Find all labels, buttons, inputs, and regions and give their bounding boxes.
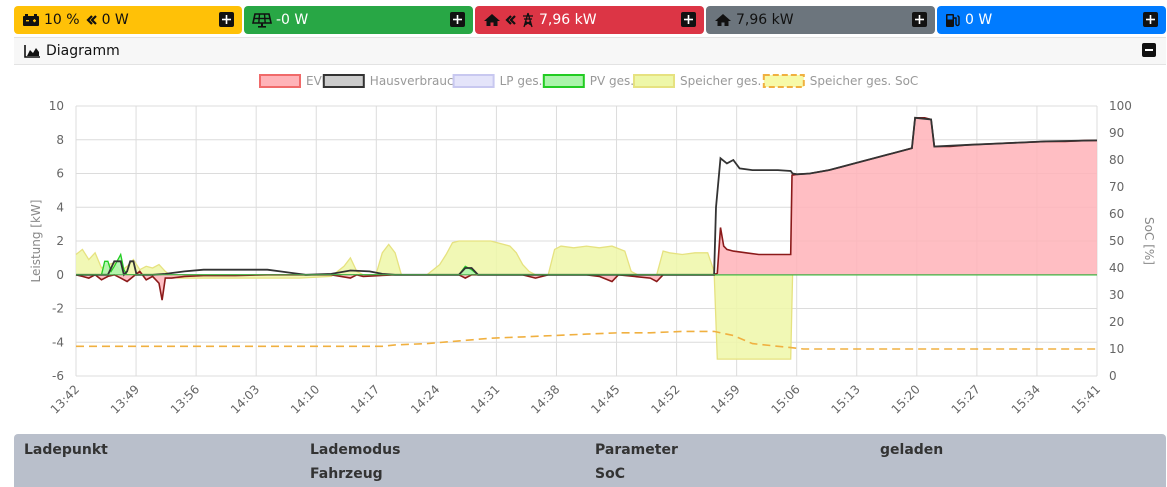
power-chart: 1086420-2-4-6100908070605040302010013:42… [29, 74, 1156, 417]
double-chevron-left-icon [86, 14, 98, 26]
battery-soc: 10 % [44, 12, 80, 28]
y-tick-left: 2 [56, 234, 64, 248]
area-chart-icon [24, 44, 40, 58]
x-tick-label: 15:27 [949, 382, 983, 416]
house-tile[interactable]: 7,96 kW [706, 6, 935, 34]
charge-point-power: 0 W [965, 12, 993, 28]
double-chevron-left-icon [505, 14, 517, 26]
y-tick-left: 0 [56, 268, 64, 282]
y-tick-left: -6 [52, 369, 64, 383]
expand-charge-point-icon[interactable] [1143, 12, 1158, 27]
legend-label: Speicher ges. [680, 74, 761, 88]
status-bar: 10 % 0 W -0 W 7,96 kW [14, 6, 1166, 34]
y-axis-title-right: SoC [%] [1142, 217, 1156, 265]
y-tick-right: 100 [1109, 99, 1132, 113]
solar-panel-icon [252, 12, 272, 28]
y-tick-right: 0 [1109, 369, 1117, 383]
x-tick-label: 15:13 [829, 382, 863, 416]
grid-tile[interactable]: 7,96 kW [475, 6, 704, 34]
y-tick-right: 20 [1109, 315, 1124, 329]
y-tick-left: -4 [52, 335, 64, 349]
x-tick-label: 13:42 [48, 382, 82, 416]
y-axis-title-left: Leistung [kW] [29, 200, 43, 283]
expand-battery-icon[interactable] [219, 12, 234, 27]
x-tick-label: 15:34 [1009, 382, 1043, 416]
series-line-speicher-ges [75, 240, 1097, 360]
x-tick-label: 14:17 [348, 382, 382, 416]
battery-car-icon [22, 13, 40, 27]
legend-swatch [762, 74, 805, 88]
home-icon [714, 13, 732, 27]
legend-swatch [322, 74, 365, 88]
charge-point-table-header: Ladepunkt Lademodus Fahrzeug Parameter S… [14, 434, 1166, 487]
x-tick-label: 15:20 [889, 382, 923, 416]
chart-card-title: Diagramm [46, 43, 120, 59]
y-tick-left: -2 [52, 302, 64, 316]
grid-power: 7,96 kW [539, 12, 597, 28]
charging-station-icon [945, 13, 961, 28]
charge-point-tile[interactable]: 0 W [937, 6, 1166, 34]
home-icon [483, 13, 501, 27]
expand-grid-icon[interactable] [681, 12, 696, 27]
pv-tile[interactable]: -0 W [244, 6, 473, 34]
col-geladen: geladen [880, 442, 944, 458]
y-tick-right: 30 [1109, 288, 1124, 302]
x-tick-label: 13:56 [168, 382, 202, 416]
y-tick-right: 10 [1109, 342, 1124, 356]
x-tick-label: 14:31 [468, 382, 502, 416]
expand-house-icon[interactable] [912, 12, 927, 27]
legend-swatch [452, 74, 495, 88]
x-tick-label: 14:03 [228, 382, 262, 416]
series-area-evu [76, 117, 1097, 301]
y-tick-left: 6 [56, 167, 64, 181]
y-tick-right: 60 [1109, 207, 1124, 221]
chart-card: Diagramm 10 8 6 4 2 0 -2 -4 -6 100 90 80 70 60 50 40 30 2… [14, 37, 1166, 431]
x-tick-label: 14:52 [648, 382, 682, 416]
y-tick-right: 40 [1109, 261, 1124, 275]
battery-tile[interactable]: 10 % 0 W [14, 6, 242, 34]
col-soc: SoC [595, 466, 625, 482]
x-tick-label: 14:10 [288, 382, 322, 416]
legend-label: Hausverbrauch [370, 74, 461, 88]
y-tick-right: 90 [1109, 126, 1124, 140]
y-tick-right: 50 [1109, 234, 1124, 248]
y-tick-left: 8 [56, 133, 64, 147]
collapse-chart-icon[interactable] [1142, 43, 1156, 57]
col-lademodus: Lademodus [310, 442, 401, 458]
y-tick-left: 4 [56, 200, 64, 214]
col-fahrzeug: Fahrzeug [310, 466, 383, 482]
legend-label: Speicher ges. SoC [810, 74, 919, 88]
house-power: 7,96 kW [736, 12, 794, 28]
x-tick-label: 15:06 [768, 382, 802, 416]
legend-swatch [633, 74, 675, 88]
legend-label: LP ges. [500, 74, 543, 88]
battery-power: 0 W [101, 12, 129, 28]
legend-swatch [542, 74, 585, 88]
series-area-speicher-ges [76, 241, 1097, 360]
x-tick-label: 14:38 [528, 382, 562, 416]
chart-card-header[interactable]: Diagramm [14, 38, 1166, 65]
y-tick-left: 10 [49, 99, 64, 113]
expand-pv-icon[interactable] [450, 12, 465, 27]
x-tick-label: 13:49 [108, 382, 142, 416]
series-line-speicher-ges-soc [76, 330, 1097, 350]
y-tick-right: 70 [1109, 180, 1124, 194]
x-tick-label: 14:45 [588, 382, 622, 416]
pv-power: -0 W [276, 12, 309, 28]
x-tick-label: 14:24 [408, 382, 442, 416]
legend-label: PV ges. [590, 74, 634, 88]
x-tick-label: 15:41 [1069, 382, 1103, 416]
legend-swatch [259, 74, 301, 88]
y-tick-right: 80 [1109, 153, 1124, 167]
col-ladepunkt: Ladepunkt [24, 442, 108, 458]
col-parameter: Parameter [595, 442, 678, 458]
x-tick-label: 14:59 [708, 382, 742, 416]
grid-tower-icon [521, 12, 535, 28]
